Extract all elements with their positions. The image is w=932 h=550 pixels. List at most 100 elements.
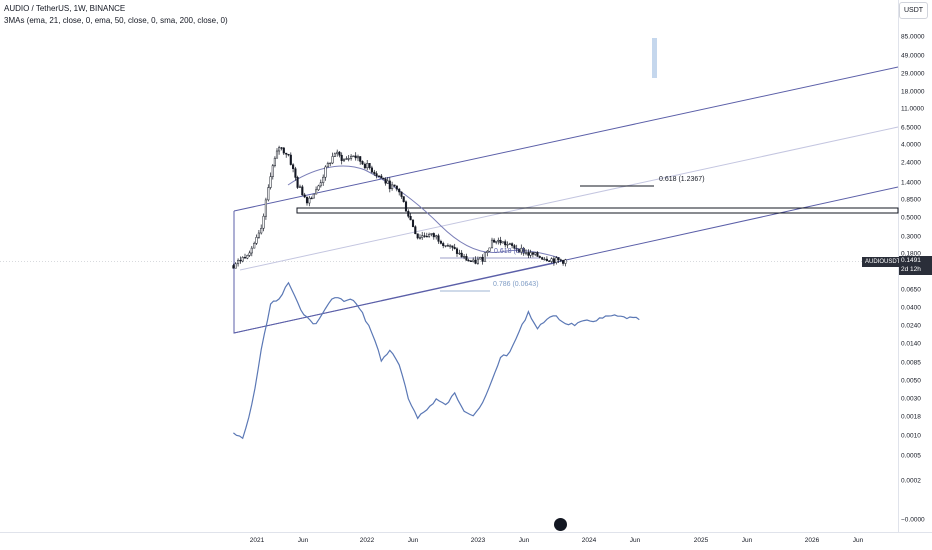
candle-body [486, 250, 489, 253]
time-axis-tick: Jun [518, 537, 530, 544]
candle-body [513, 245, 516, 249]
candle-body [559, 259, 562, 261]
candle-body [479, 256, 482, 260]
candle-body [469, 260, 472, 262]
candle-body [520, 247, 523, 253]
candle-body [359, 156, 362, 162]
candle-body [506, 244, 509, 246]
candle-body [250, 247, 253, 254]
candle-body [375, 173, 378, 177]
candle-body [285, 152, 288, 155]
candle-body [331, 156, 334, 164]
price-axis-tick: −0.0000 [901, 516, 925, 524]
long-position-marker [652, 38, 657, 78]
candle-body [472, 259, 475, 262]
candle-body [324, 166, 327, 178]
candle-body [416, 233, 419, 239]
indicator-line [233, 281, 640, 440]
candle-body [437, 235, 440, 242]
candle-body [474, 259, 477, 264]
candle-body [524, 252, 528, 254]
candle-body [467, 260, 470, 262]
candle-body [354, 155, 357, 159]
candle-body [409, 216, 412, 221]
candle-body [275, 150, 279, 159]
candle-body [347, 158, 350, 160]
candle-body [382, 177, 385, 180]
price-axis-tick: 0.0050 [901, 377, 921, 385]
price-axis-tick: 0.0018 [901, 413, 921, 421]
channel-upper-line [233, 66, 899, 212]
price-axis-tick: 85.0000 [901, 33, 925, 41]
candle-body [398, 188, 401, 193]
fib-upper-label: 0.618 (1.2367) [659, 176, 705, 183]
candle-body [257, 232, 260, 238]
candle-body [296, 177, 299, 188]
candle-body [481, 256, 484, 262]
time-axis-tick: Jun [852, 537, 864, 544]
candle-body [352, 155, 355, 157]
time-axis-tick: 2022 [359, 537, 375, 544]
price-axis-tick: 4.0000 [901, 141, 921, 149]
resistance-zone-box [296, 207, 899, 214]
candle-body [305, 196, 309, 204]
price-axis-tick: 0.3000 [901, 233, 921, 241]
candle-body [548, 260, 551, 262]
candle-body [463, 256, 466, 258]
time-axis-tick: Jun [741, 537, 753, 544]
last-price: 0.1491 [901, 257, 921, 264]
currency-button[interactable]: USDT [899, 2, 928, 19]
candle-body [340, 154, 343, 161]
candle-body [241, 257, 244, 262]
candle-body [562, 260, 565, 264]
candle-body [504, 241, 507, 246]
price-axis-tick: 0.0030 [901, 395, 921, 403]
candle-body [303, 194, 306, 198]
channel-middle-line [239, 126, 899, 271]
candle-body [301, 186, 304, 196]
candle-body [499, 239, 502, 244]
candle-body [404, 201, 408, 212]
candle-body [529, 252, 532, 256]
candle-body [292, 164, 295, 169]
candle-body [488, 247, 491, 252]
candle-body [315, 189, 318, 195]
price-axis-tick: 0.0005 [901, 452, 921, 460]
candle-body [393, 184, 396, 187]
candle-body [260, 228, 263, 234]
candle-body [329, 162, 332, 165]
candle-body [391, 184, 394, 189]
candle-body [361, 161, 364, 165]
price-axis-tick: 0.0400 [901, 304, 921, 312]
candle-body [255, 237, 258, 244]
candle-body [534, 252, 537, 255]
candle-body [366, 163, 369, 169]
candle-body [418, 237, 422, 239]
candle-body [269, 176, 272, 188]
price-axis-tick: 6.5000 [901, 124, 921, 132]
candle-body [545, 258, 548, 262]
candle-body [248, 252, 251, 256]
price-axis-tick: 18.0000 [901, 88, 925, 96]
candle-body [414, 226, 417, 235]
candle-body [432, 233, 435, 238]
candle-body [497, 239, 500, 242]
candle-body [336, 151, 339, 155]
candle-body [386, 180, 389, 184]
candle-body [564, 259, 567, 264]
candle-body [234, 263, 237, 269]
candle-body [246, 255, 249, 259]
time-axis-tick: 2025 [693, 537, 709, 544]
candle-body [380, 175, 383, 179]
candle-body [317, 185, 320, 191]
candle-body [322, 176, 325, 183]
tradingview-logo-icon[interactable] [554, 518, 567, 531]
candle-body [407, 211, 410, 217]
candle-body [253, 243, 256, 249]
candle-body [370, 167, 373, 173]
candle-body [517, 249, 521, 253]
time-axis-tick: Jun [407, 537, 419, 544]
candle-body [490, 239, 494, 249]
